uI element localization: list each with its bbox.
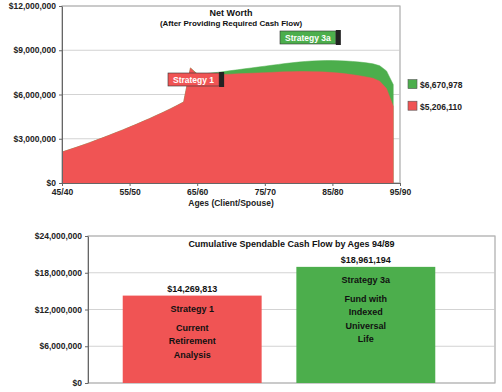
- annotation-tab: [219, 72, 224, 87]
- bar-category: Strategy 1: [170, 304, 214, 314]
- annotation-tab: [336, 30, 341, 45]
- bar-annotation: Analysis: [174, 350, 211, 360]
- tick-label: 45/40: [52, 187, 74, 197]
- tick: $9,000,000: [13, 45, 62, 55]
- y-axis: $0$3,000,000$6,000,000$9,000,000$12,000,…: [9, 1, 63, 188]
- tick-mark: [400, 183, 401, 186]
- area: [62, 68, 393, 183]
- tick-mark: [59, 139, 62, 140]
- bar: [123, 296, 262, 383]
- tick: $24,000,000: [35, 231, 88, 241]
- tick-label: $6,000,000: [13, 90, 56, 100]
- tick: $18,000,000: [35, 268, 88, 278]
- grid-line: [62, 6, 400, 7]
- tick-label: $12,000,000: [9, 1, 57, 11]
- tick-mark: [332, 183, 333, 186]
- tick-label: 85/80: [322, 187, 344, 197]
- tick: 85/80: [322, 183, 344, 197]
- axis-line: [63, 183, 401, 184]
- tick-label: 55/50: [119, 187, 141, 197]
- tick: 75/70: [255, 183, 277, 197]
- tick-mark: [130, 183, 131, 186]
- tick-label: 95/90: [390, 187, 412, 197]
- tick-mark: [59, 50, 62, 51]
- plot-frame: [62, 6, 400, 183]
- title: Net Worth: [210, 8, 253, 18]
- tick: 95/90: [390, 183, 412, 197]
- plot-area: [123, 267, 436, 383]
- data-label: $18,961,194: [341, 255, 391, 265]
- tick-label: $18,000,000: [35, 268, 83, 278]
- tick-mark: [59, 6, 62, 7]
- tick-label: $0: [73, 378, 83, 388]
- tick: $12,000,000: [9, 1, 62, 11]
- tick-mark: [59, 183, 62, 184]
- tick-mark: [62, 183, 63, 186]
- tick-label: 75/70: [255, 187, 277, 197]
- tick-label: $12,000,000: [35, 305, 83, 315]
- bar-annotation: Fund with: [345, 294, 388, 304]
- canvas: Net Worth(After Providing Required Cash …: [0, 0, 502, 392]
- tick-label: $9,000,000: [13, 45, 56, 55]
- tick-mark: [85, 346, 88, 347]
- annotation-text: Strategy 1: [173, 75, 214, 85]
- tick-mark: [265, 183, 266, 186]
- grid-line: [62, 50, 400, 51]
- bar-annotation: Universal: [346, 321, 387, 331]
- tick-mark: [85, 383, 88, 384]
- series-annotation: Strategy 1: [168, 72, 224, 87]
- tick-mark: [85, 236, 88, 237]
- tick-label: 65/60: [187, 187, 209, 197]
- annotation-box: [280, 31, 336, 44]
- tick-mark: [85, 273, 88, 274]
- area: [62, 61, 393, 183]
- data-label: $5,206,110: [420, 102, 462, 112]
- tick: $3,000,000: [13, 134, 62, 144]
- tick-mark: [85, 310, 88, 311]
- tick: 45/40: [52, 183, 74, 197]
- tick-label: $3,000,000: [13, 134, 56, 144]
- y-axis: $0 $6,000,000 $12,000,000 $18,000,000 $24,00…: [35, 231, 89, 388]
- annotation-box: [168, 73, 219, 86]
- grid-line: [88, 236, 495, 237]
- tick-mark: [59, 95, 62, 96]
- tick: $0: [73, 378, 88, 388]
- bar: [296, 267, 435, 383]
- tick: $6,000,000: [39, 341, 88, 351]
- tick-mark: [197, 183, 198, 186]
- bar-annotation: Current: [176, 323, 209, 333]
- subtitle: (After Providing Required Cash Flow): [160, 19, 303, 28]
- tick: 55/50: [119, 183, 141, 197]
- axis-line: [88, 237, 89, 384]
- tick-label: $6,000,000: [39, 341, 82, 351]
- bar-category: Strategy 3a: [342, 275, 392, 285]
- bar-annotation: Retirement: [169, 336, 216, 346]
- x-axis: 45/40 55/50 65/60 75/70 85/80 95/90: [52, 183, 412, 197]
- plot-area: [62, 61, 393, 183]
- grid: [88, 236, 495, 383]
- plot-frame: [88, 236, 495, 383]
- title: Cumulative Spendable Cash Flow by Ages 9…: [188, 239, 394, 249]
- label-swatch: [408, 101, 417, 110]
- tick: 65/60: [187, 183, 209, 197]
- tick: $12,000,000: [35, 305, 88, 315]
- bar-annotation: Life: [358, 334, 374, 344]
- grid: [62, 6, 400, 183]
- x-axis-title: Ages (Client/Spouse): [188, 198, 274, 208]
- data-label: $6,670,978: [420, 80, 463, 90]
- bar-annotation: Indexed: [349, 307, 383, 317]
- series-annotation: Strategy 3a: [280, 30, 341, 45]
- label-swatch: [408, 80, 417, 89]
- tick-label: $24,000,000: [35, 231, 83, 241]
- annotation-text: Strategy 3a: [285, 33, 331, 43]
- data-label: $14,269,813: [167, 284, 217, 294]
- tick: $6,000,000: [13, 90, 62, 100]
- axis-line: [62, 7, 63, 184]
